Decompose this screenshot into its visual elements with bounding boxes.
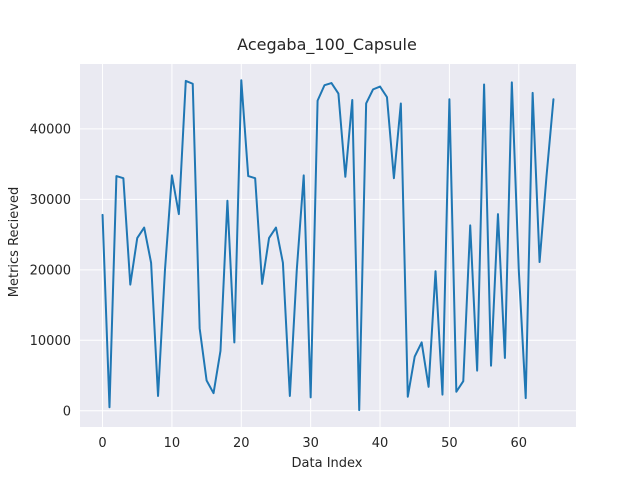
y-tick-label: 40000 xyxy=(30,122,71,137)
x-tick-label: 50 xyxy=(441,436,458,451)
x-tick-label: 10 xyxy=(164,436,181,451)
plot-area xyxy=(80,64,576,427)
x-tick-label: 0 xyxy=(98,436,106,451)
chart-title: Acegaba_100_Capsule xyxy=(237,35,417,55)
y-axis-label: Metrics Recieved xyxy=(7,187,22,297)
x-axis-label: Data Index xyxy=(292,456,363,471)
y-tick-label: 20000 xyxy=(30,263,71,278)
x-tick-label: 40 xyxy=(372,436,389,451)
y-tick-labels: 0 10000 20000 30000 40000 xyxy=(30,122,71,419)
y-tick-label: 0 xyxy=(63,404,71,419)
y-tick-label: 10000 xyxy=(30,334,71,349)
x-tick-label: 20 xyxy=(233,436,250,451)
x-tick-label: 30 xyxy=(302,436,319,451)
x-tick-label: 60 xyxy=(510,436,527,451)
y-tick-label: 30000 xyxy=(30,193,71,208)
series-line xyxy=(101,79,555,412)
x-tick-labels: 0 10 20 30 40 50 60 xyxy=(98,436,527,451)
series-lines xyxy=(101,79,555,412)
